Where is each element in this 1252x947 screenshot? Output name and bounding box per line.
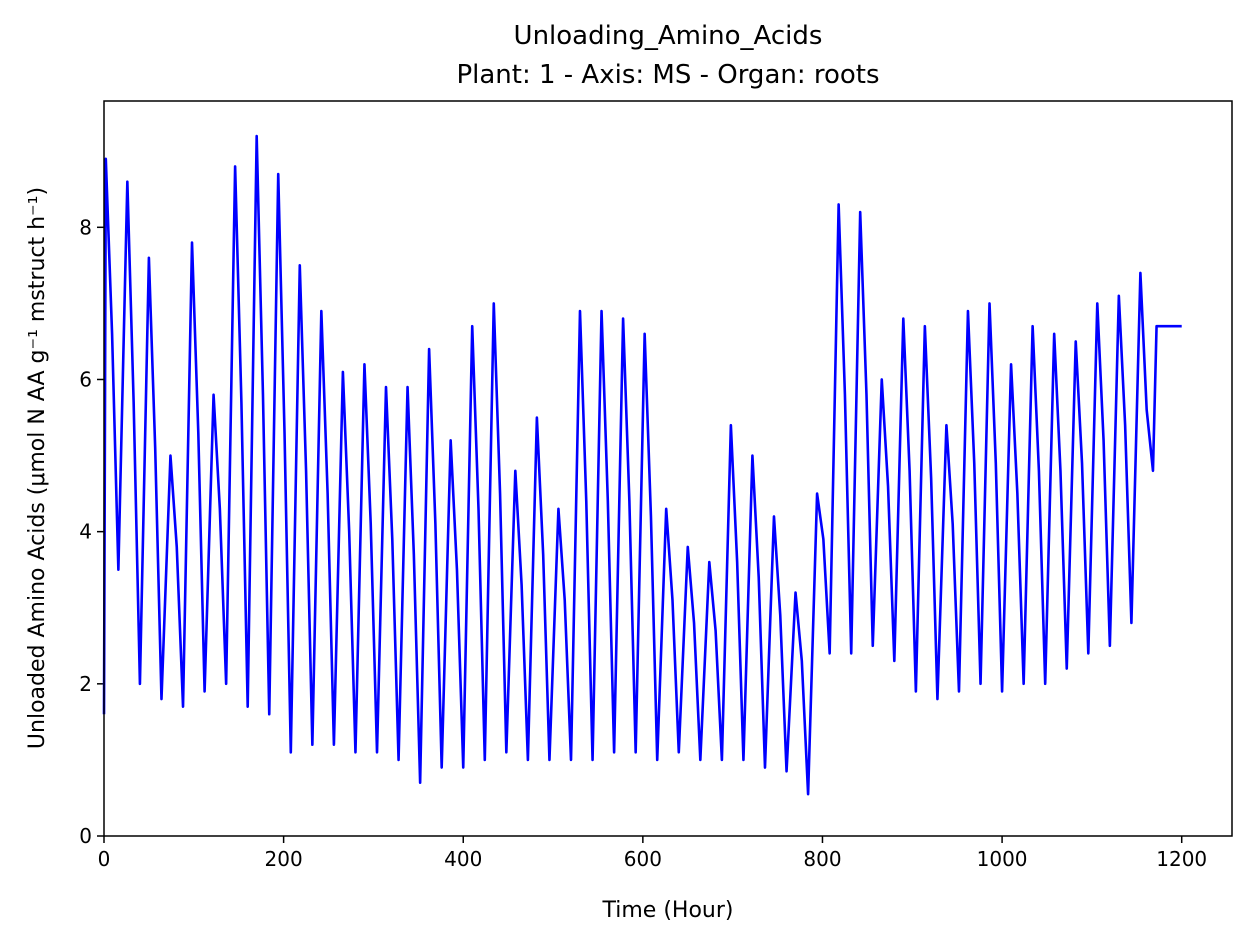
x-axis-label: Time (Hour) — [602, 898, 734, 923]
x-tick-label: 400 — [444, 847, 482, 871]
y-tick-label: 2 — [79, 672, 92, 696]
x-tick-label: 200 — [265, 847, 303, 871]
chart-subtitle: Plant: 1 - Axis: MS - Organ: roots — [456, 60, 879, 90]
y-tick-label: 8 — [79, 215, 92, 239]
x-tick-label: 1200 — [1156, 847, 1207, 871]
x-tick-label: 1000 — [977, 847, 1028, 871]
x-tick-label: 600 — [624, 847, 662, 871]
y-tick-label: 4 — [79, 520, 92, 544]
x-tick-label: 800 — [803, 847, 841, 871]
data-line — [102, 134, 1182, 796]
y-axis-label: Unloaded Amino Acids (μmol N AA g⁻¹ mstr… — [25, 187, 50, 749]
y-tick-label: 6 — [79, 367, 92, 391]
y-tick-label: 0 — [79, 824, 92, 848]
chart-title: Unloading_Amino_Acids — [514, 21, 823, 51]
x-tick-label: 0 — [98, 847, 111, 871]
plot-frame — [103, 100, 1233, 837]
